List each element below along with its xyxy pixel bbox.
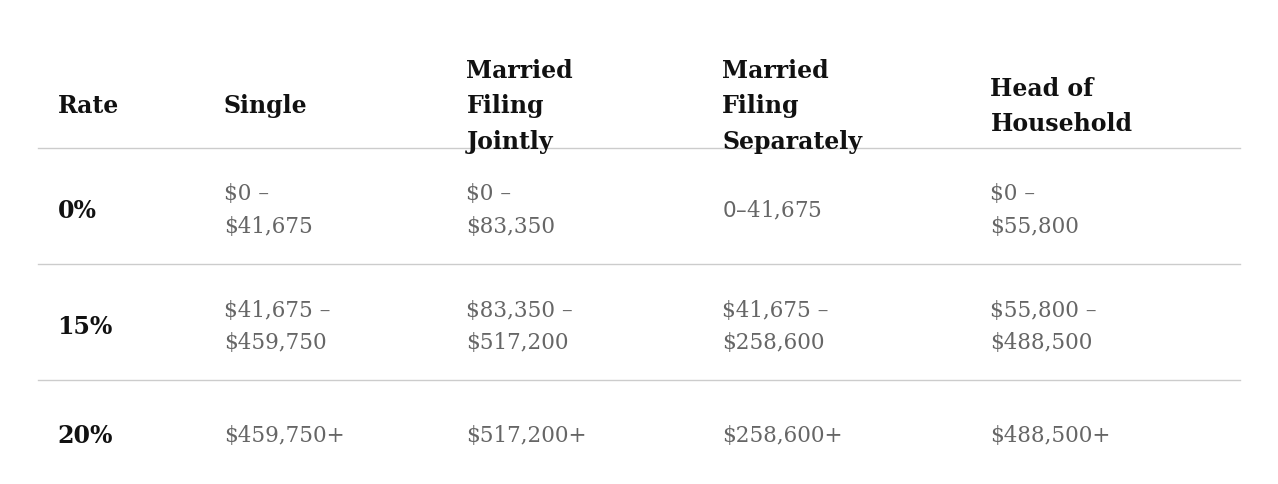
Text: $83,350 –
$517,200: $83,350 – $517,200 — [466, 300, 574, 354]
Text: 20%: 20% — [58, 424, 112, 448]
Text: $0 –
$55,800: $0 – $55,800 — [990, 183, 1080, 238]
Text: $459,750+: $459,750+ — [224, 424, 344, 447]
Text: Married
Filing
Separately: Married Filing Separately — [722, 59, 863, 154]
Text: 15%: 15% — [58, 315, 112, 339]
Text: $0 – $41,675: $0 – $41,675 — [722, 199, 822, 222]
Text: $0 –
$41,675: $0 – $41,675 — [224, 183, 312, 238]
Text: Married
Filing
Jointly: Married Filing Jointly — [466, 59, 573, 154]
Text: Head of
Household: Head of Household — [990, 77, 1132, 136]
Text: 0%: 0% — [58, 198, 97, 223]
Text: Rate: Rate — [58, 94, 119, 119]
Text: $41,675 –
$258,600: $41,675 – $258,600 — [722, 300, 828, 354]
Text: $488,500+: $488,500+ — [990, 424, 1111, 447]
Text: $517,200+: $517,200+ — [466, 424, 587, 447]
Text: Single: Single — [224, 94, 307, 119]
Text: $41,675 –
$459,750: $41,675 – $459,750 — [224, 300, 330, 354]
Text: $55,800 –
$488,500: $55,800 – $488,500 — [990, 300, 1097, 354]
Text: $0 –
$83,350: $0 – $83,350 — [466, 183, 556, 238]
Text: $258,600+: $258,600+ — [722, 424, 842, 447]
